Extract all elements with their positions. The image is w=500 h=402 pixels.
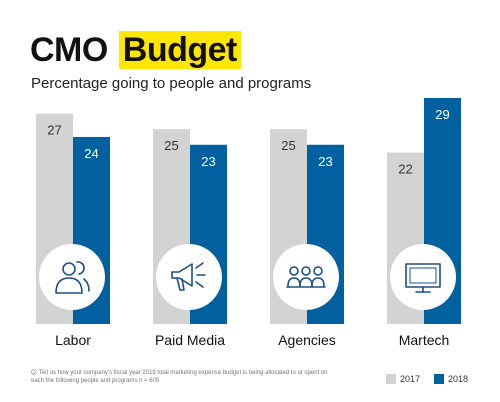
legend-swatch-2018 [434, 374, 444, 384]
data-label: 23 [318, 154, 332, 169]
group-icon [286, 266, 326, 288]
data-label: 24 [84, 146, 98, 161]
legend-swatch-2017 [386, 374, 396, 384]
data-label: 29 [435, 107, 449, 122]
chart-title: CMO Budget [30, 30, 241, 70]
chart-subtitle: Percentage going to people and programs [31, 75, 312, 92]
category-label: Agencies [278, 332, 336, 348]
data-label: 27 [47, 123, 61, 138]
legend-label-2018: 2018 [448, 374, 469, 384]
data-label: 22 [398, 162, 412, 177]
legend-item-2017: 2017 [386, 373, 420, 385]
icon-circle [156, 244, 222, 310]
title-main: CMO [30, 31, 108, 69]
category-label: Paid Media [155, 332, 225, 348]
category-label: Martech [399, 332, 450, 348]
data-label: 23 [201, 154, 215, 169]
data-label: 25 [281, 138, 295, 153]
icon-circle [39, 244, 105, 310]
category-label: Labor [55, 332, 91, 348]
data-label: 25 [164, 138, 178, 153]
monitor-icon [405, 263, 441, 293]
people-icon [55, 261, 90, 294]
legend-label-2017: 2017 [400, 374, 421, 384]
icon-circle [390, 244, 456, 310]
footnote: Q: Tell us how your company's fiscal yea… [31, 370, 328, 384]
megaphone-icon [171, 262, 206, 291]
title-highlight: Budget [118, 31, 241, 69]
legend-item-2018: 2018 [434, 373, 468, 385]
icon-circle [273, 244, 339, 310]
